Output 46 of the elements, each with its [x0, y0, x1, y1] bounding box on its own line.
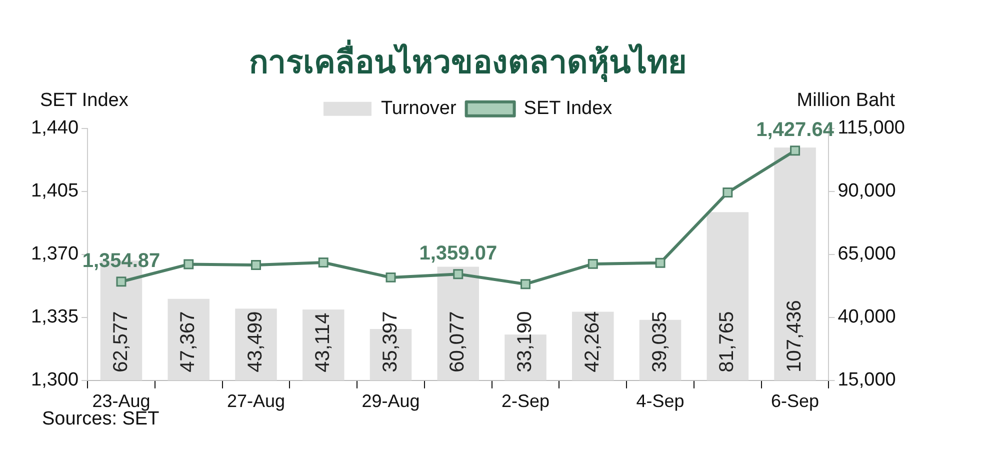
y-tick-label: 1,370 [31, 244, 79, 265]
data-label: 35,397 [379, 311, 402, 372]
data-label: 43,114 [312, 312, 334, 372]
y-axis-title: SET Index [40, 90, 129, 112]
x-tick-label: 27-Aug [226, 391, 286, 412]
point [520, 279, 531, 290]
data-label: 81,765 [716, 311, 738, 372]
y-tick-label: 1,405 [31, 180, 79, 202]
y2-axis-title: Million Baht [796, 90, 896, 112]
data-label: 1,359.07 [419, 242, 498, 265]
x-tick-label: 2-Sep [501, 391, 550, 412]
point [184, 259, 194, 270]
y2-tick-label: 40,000 [838, 306, 896, 328]
x-tick-label: 6-Sep [771, 391, 820, 412]
data-label: 107,436 [784, 300, 806, 372]
y2-tick-label: 115,000 [838, 118, 906, 139]
y2-tick-label: 15,000 [838, 370, 896, 391]
y2-tick-label: 65,000 [838, 244, 896, 265]
point [116, 276, 126, 287]
data-label: 43,499 [244, 311, 267, 372]
data-label: 47,367 [177, 311, 200, 372]
data-label: 42,264 [581, 311, 604, 372]
x-tick-label: 23-Aug [92, 391, 150, 412]
x-tick-label: 29-Aug [362, 391, 420, 412]
point [251, 260, 261, 270]
point [790, 146, 800, 156]
point [588, 258, 598, 269]
data-label: 1,427.64 [756, 119, 835, 142]
chart-title: การเคลื่อนไหวของตลาดหุ้นไทย [249, 39, 687, 84]
y2-tick-label: 90,000 [838, 180, 896, 202]
legend-label: Turnover [380, 98, 457, 120]
point [453, 269, 464, 280]
point [386, 272, 396, 282]
point [318, 258, 328, 268]
point [655, 258, 666, 268]
y-tick-label: 1,335 [31, 306, 79, 328]
data-label: 39,035 [648, 311, 671, 372]
legend-label: SET Index [524, 98, 613, 120]
data-label: 62,577 [110, 311, 132, 372]
data-label: 1,354.87 [82, 250, 160, 272]
x-tick-label: 4-Sep [636, 391, 684, 412]
y-tick-label: 1,440 [31, 118, 79, 139]
y-tick-label: 1,300 [31, 370, 79, 391]
data-label: 60,077 [446, 311, 469, 372]
data-label: 33,190 [514, 311, 536, 372]
point [722, 187, 733, 198]
